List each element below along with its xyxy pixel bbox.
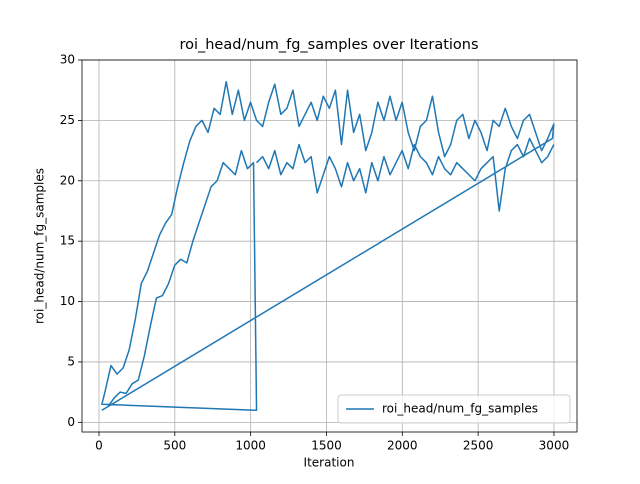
legend-label: roi_head/num_fg_samples <box>382 402 538 416</box>
legend-box <box>337 394 571 424</box>
x-tick-label: 1500 <box>311 439 342 453</box>
y-tick-label: 30 <box>60 53 75 67</box>
x-tick-label: 1000 <box>235 439 266 453</box>
chart-title: roi_head/num_fg_samples over Iterations <box>179 37 478 53</box>
y-axis-label: roi_head/num_fg_samples <box>33 168 47 324</box>
y-tick-label: 25 <box>60 113 75 127</box>
plot-frame <box>81 59 578 433</box>
x-tick-label: 2000 <box>387 439 418 453</box>
y-tick-label: 10 <box>60 294 75 308</box>
y-tick-label: 15 <box>60 234 75 248</box>
x-axis-label: Iteration <box>304 456 355 470</box>
y-tick-label: 0 <box>67 415 75 429</box>
y-tick-label: 5 <box>67 354 75 368</box>
x-tick-label: 0 <box>95 439 103 453</box>
x-tick-label: 500 <box>163 439 186 453</box>
x-tick-label: 3000 <box>539 439 570 453</box>
y-tick-label: 20 <box>60 173 75 187</box>
x-tick-label: 2500 <box>463 439 494 453</box>
data-line <box>101 80 555 412</box>
